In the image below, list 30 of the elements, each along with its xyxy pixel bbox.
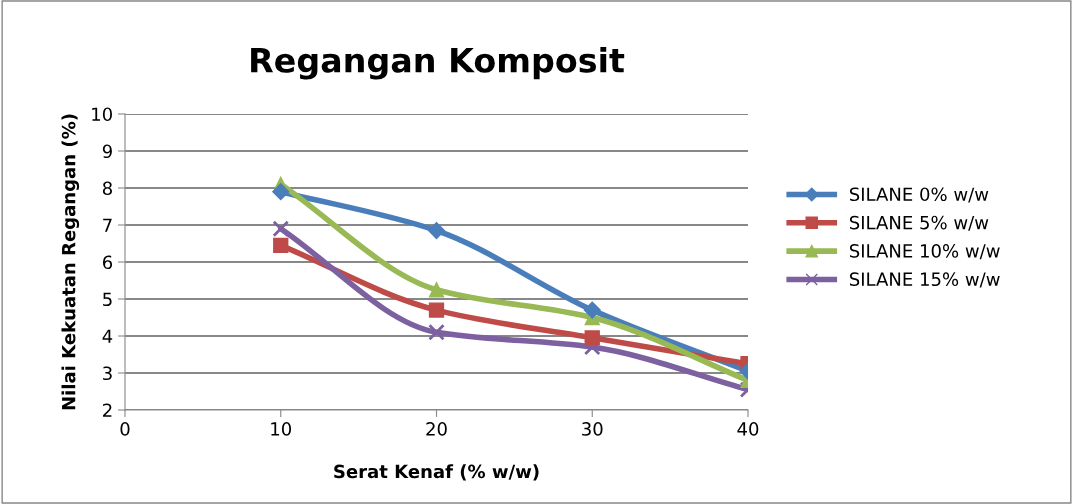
x-axis-title: Serat Kenaf (% w/w) xyxy=(334,464,539,481)
point xyxy=(584,330,600,346)
x-tick-label: 10 xyxy=(271,422,292,436)
point xyxy=(273,237,289,253)
y-tick-label: 8 xyxy=(102,181,112,196)
point xyxy=(272,183,290,201)
chart-title: Regangan Komposit xyxy=(251,47,625,80)
point xyxy=(428,282,445,298)
y-tick-label: 4 xyxy=(102,329,113,343)
legend-label: SILANE 15% w/w xyxy=(849,272,1000,288)
y-tick-label: 10 xyxy=(92,107,112,122)
point xyxy=(428,323,445,341)
y-tick-label: 5 xyxy=(103,292,112,307)
legend-label: SILANE 10% w/w xyxy=(849,244,1000,260)
x-tick-label: 40 xyxy=(737,422,759,436)
point xyxy=(583,301,601,319)
y-tick-label: 9 xyxy=(102,144,112,159)
y-tick-label: 2 xyxy=(103,403,112,417)
legend-label: SILANE 0% w/w xyxy=(849,187,989,203)
y-axis-title: Nilai Kekuatan Regangan (%) xyxy=(61,114,80,410)
point xyxy=(427,221,446,240)
y-tick-label: 6 xyxy=(102,255,113,270)
x-tick-label: 20 xyxy=(426,422,447,436)
x-tick-label: 30 xyxy=(582,422,603,436)
point xyxy=(428,302,445,318)
y-tick-label: 7 xyxy=(103,218,112,232)
y-tick-label: 3 xyxy=(103,366,112,381)
x-tick-label: 0 xyxy=(120,422,130,436)
point xyxy=(272,220,290,238)
legend-label: SILANE 5% w/w xyxy=(849,215,989,231)
